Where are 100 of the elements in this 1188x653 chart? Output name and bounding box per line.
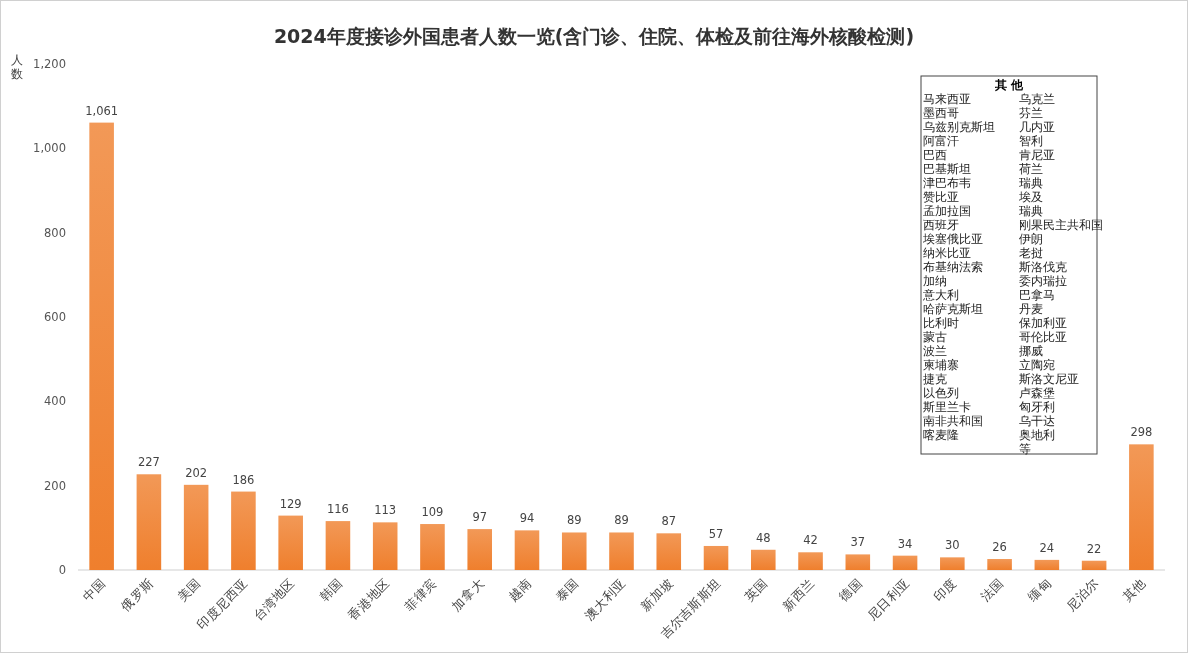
x-tick-label: 菲律宾 <box>401 575 440 614</box>
x-tick-label: 新西兰 <box>779 575 818 614</box>
bar <box>656 533 682 570</box>
x-tick-label: 其他 <box>1119 575 1149 605</box>
x-tick-label: 泰国 <box>552 575 582 605</box>
annotation: 埃及 <box>1018 190 1043 204</box>
annotation: 斯洛伐克 <box>1019 260 1067 274</box>
annotation: 其 他 <box>993 78 1025 92</box>
x-tick-label: 韩国 <box>316 575 346 605</box>
x-tick-label: 尼日利亚 <box>864 575 913 623</box>
annotation: 等 <box>1019 442 1031 456</box>
annotation: 阿富汗 <box>923 134 959 148</box>
x-tick-label: 香港地区 <box>344 575 393 623</box>
x-tick-label: 中国 <box>79 575 109 605</box>
data-label: 186 <box>232 472 255 487</box>
y-tick-label: 1,000 <box>33 141 66 156</box>
data-label: 202 <box>185 465 208 480</box>
annotation: 布基纳法索 <box>923 260 983 274</box>
data-label: 89 <box>566 513 582 528</box>
bar <box>845 554 871 570</box>
data-label: 22 <box>1086 541 1102 556</box>
annotation: 刚果民主共和国 <box>1019 218 1103 232</box>
x-tick-label: 俄罗斯 <box>117 575 157 614</box>
annotation: 老挝 <box>1019 246 1043 260</box>
bar <box>940 557 965 570</box>
data-label: 37 <box>850 535 866 550</box>
bar <box>278 515 303 570</box>
x-tick-label: 印度 <box>930 575 960 605</box>
x-tick-label: 澳大利亚 <box>581 575 629 623</box>
bar <box>703 545 729 570</box>
annotation: 瑞典 <box>1019 176 1043 190</box>
y-tick-label: 0 <box>58 563 66 577</box>
bar <box>89 122 114 570</box>
annotation: 斯洛文尼亚 <box>1019 372 1079 386</box>
annotation: 加纳 <box>923 274 947 288</box>
bar <box>514 530 540 570</box>
annotation: 哈萨克斯坦 <box>923 302 983 316</box>
bar <box>420 524 445 570</box>
bar <box>467 529 493 570</box>
annotation: 蒙古 <box>923 330 947 344</box>
annotation: 巴基斯坦 <box>923 162 971 176</box>
x-tick-label: 法国 <box>977 575 1007 605</box>
bar <box>183 484 209 570</box>
bar <box>798 552 823 570</box>
y-tick-label: 1,200 <box>33 57 66 71</box>
annotation: 埃塞俄比亚 <box>922 232 983 246</box>
annotation: 南非共和国 <box>923 414 983 428</box>
data-label: 89 <box>614 513 629 528</box>
bar <box>892 555 918 570</box>
annotation: 意大利 <box>922 288 959 302</box>
x-tick-label: 台湾地区 <box>250 575 298 623</box>
bar <box>1081 560 1107 570</box>
y-axis-title: 人数 <box>11 53 23 81</box>
annotation: 挪威 <box>1019 344 1043 358</box>
x-tick-label: 加拿大 <box>448 575 487 614</box>
annotation: 马来西亚 <box>923 92 971 106</box>
annotation: 巴拿马 <box>1019 288 1055 302</box>
y-tick-label: 600 <box>44 310 66 324</box>
data-label: 26 <box>992 540 1007 555</box>
x-tick-label: 英国 <box>741 575 771 605</box>
annotation: 芬兰 <box>1019 106 1043 120</box>
annotation: 斯里兰卡 <box>923 400 971 414</box>
annotation: 乌干达 <box>1019 414 1055 428</box>
annotation: 瑞典 <box>1019 204 1043 218</box>
annotation: 肯尼亚 <box>1019 148 1055 162</box>
annotation: 西班牙 <box>923 218 959 232</box>
bar <box>561 532 587 570</box>
annotation: 几内亚 <box>1019 120 1055 134</box>
annotation: 乌克兰 <box>1019 92 1055 106</box>
annotation: 孟加拉国 <box>923 204 971 218</box>
data-label: 30 <box>945 538 960 553</box>
data-label: 109 <box>421 505 444 520</box>
bar <box>1129 444 1154 570</box>
bar <box>231 491 256 570</box>
annotation: 荷兰 <box>1019 162 1043 176</box>
data-label: 227 <box>137 455 160 470</box>
annotation: 巴西 <box>923 148 947 162</box>
data-label: 94 <box>519 511 535 526</box>
annotation: 喀麦隆 <box>923 428 959 442</box>
bar <box>1034 559 1060 570</box>
annotation: 津巴布韦 <box>923 176 971 190</box>
y-tick-label: 800 <box>44 225 66 240</box>
x-tick-label: 越南 <box>505 575 535 605</box>
data-label: 113 <box>374 503 397 518</box>
data-label: 97 <box>472 510 488 525</box>
bar <box>325 521 351 570</box>
annotation: 立陶宛 <box>1019 358 1055 372</box>
annotation: 墨西哥 <box>923 106 959 120</box>
annotation: 卢森堡 <box>1019 386 1055 400</box>
annotation: 捷克 <box>923 372 947 386</box>
annotation: 以色列 <box>923 386 959 400</box>
annotation: 乌兹别克斯坦 <box>923 120 995 134</box>
chart-title: 2024年度接诊外国患者人数一览(含门诊、住院、体检及前往海外核酸检测) <box>273 25 915 47</box>
data-label: 1,061 <box>85 103 119 118</box>
x-tick-label: 美国 <box>174 575 204 605</box>
annotation: 比利时 <box>923 316 959 330</box>
y-tick-label: 200 <box>44 478 66 493</box>
x-tick-label: 德国 <box>835 575 865 605</box>
x-tick-label: 尼泊尔 <box>1063 575 1102 614</box>
y-tick-label: 400 <box>44 394 66 409</box>
